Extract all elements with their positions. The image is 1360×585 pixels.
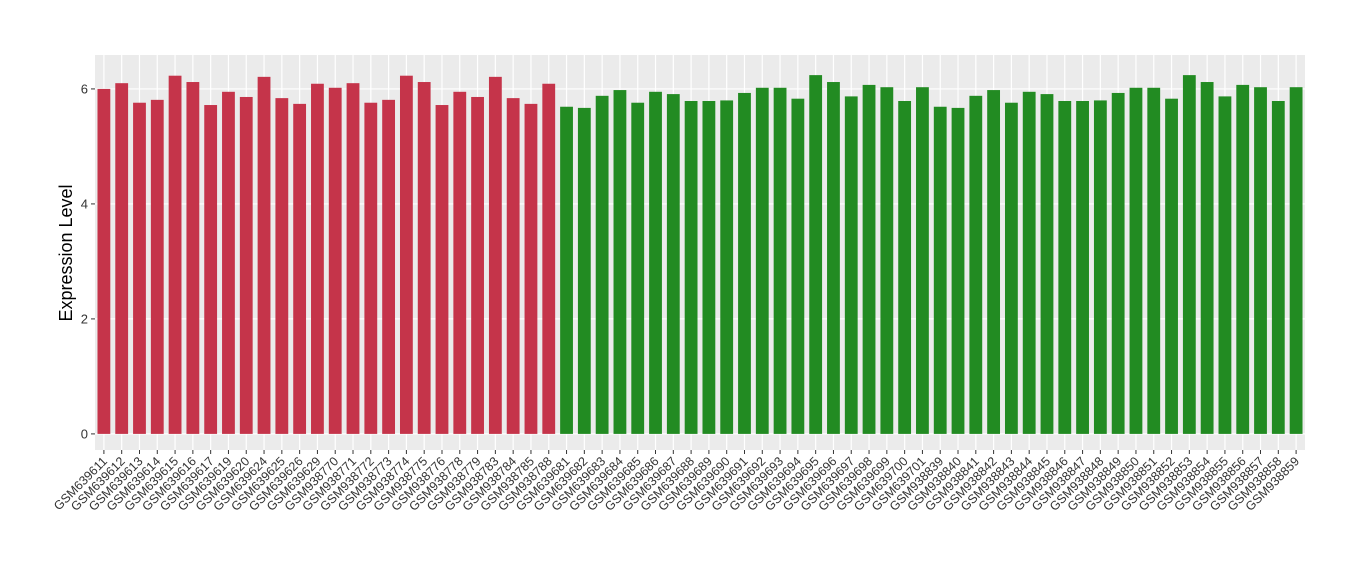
bar (417, 82, 431, 434)
bar (1182, 75, 1196, 434)
bar (471, 96, 484, 434)
bar (1165, 98, 1178, 434)
bar (382, 99, 396, 434)
bar (453, 91, 467, 434)
bar (97, 88, 111, 434)
bar (1093, 100, 1107, 434)
bar (275, 98, 289, 434)
bar (1254, 87, 1267, 434)
bar (1076, 100, 1089, 434)
bar (524, 103, 538, 434)
bar (827, 82, 840, 434)
bar (542, 83, 556, 434)
bar (328, 87, 342, 434)
bar (862, 84, 876, 434)
bar (666, 94, 680, 434)
bar (346, 83, 360, 434)
bar (844, 96, 858, 434)
bar (1040, 94, 1054, 434)
bar (204, 105, 218, 434)
bar (791, 98, 805, 434)
bar (1200, 82, 1214, 434)
bar (987, 90, 1001, 434)
bar (1058, 100, 1072, 434)
y-axis-label: Expression Level (56, 184, 76, 321)
bar (1129, 87, 1143, 434)
bar (435, 105, 449, 434)
bar (1147, 87, 1161, 434)
bar (649, 91, 662, 434)
bar (631, 102, 645, 434)
y-tick-label: 4 (81, 196, 88, 211)
bar (150, 99, 164, 434)
bar (115, 83, 129, 434)
bar (488, 76, 502, 434)
bar (257, 76, 271, 434)
y-tick-label: 0 (81, 426, 88, 441)
bar (222, 91, 235, 434)
bar (720, 100, 734, 434)
bar (916, 87, 929, 434)
bar (577, 107, 591, 434)
bar (880, 87, 894, 434)
y-tick-label: 6 (81, 81, 88, 96)
y-tick-label: 2 (81, 311, 88, 326)
bar (933, 106, 947, 434)
bar (951, 107, 965, 434)
bar (311, 83, 324, 434)
bar (133, 102, 146, 434)
bar (1004, 102, 1018, 434)
bar (1022, 91, 1036, 434)
bar (1289, 87, 1303, 434)
bar (898, 100, 912, 434)
bar (560, 106, 573, 434)
bar (364, 102, 378, 434)
bar (702, 100, 716, 434)
bar (168, 75, 182, 434)
bar (613, 90, 627, 434)
bar (809, 75, 823, 434)
bar (969, 95, 983, 434)
bar (738, 92, 751, 434)
bar (186, 82, 200, 434)
bar (293, 103, 307, 434)
bar (755, 87, 769, 434)
bar (1218, 96, 1232, 434)
bar (773, 87, 787, 434)
bar (399, 75, 413, 434)
bar (1271, 100, 1285, 434)
bar (595, 95, 609, 434)
bar (684, 100, 698, 434)
bar (239, 96, 253, 434)
bar (506, 98, 520, 434)
bar (1111, 92, 1125, 434)
bar (1236, 84, 1250, 434)
